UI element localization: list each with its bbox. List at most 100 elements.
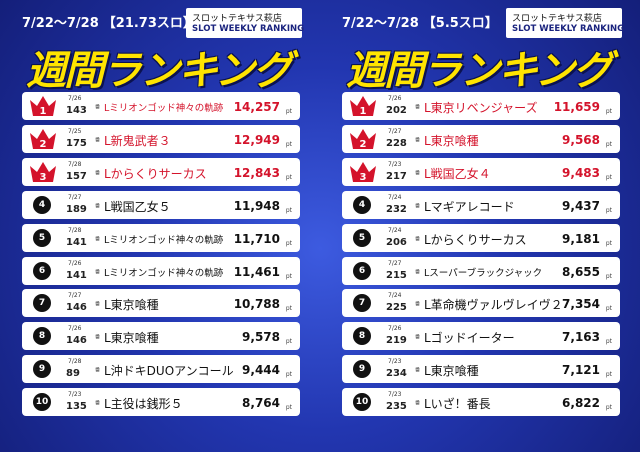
ranking-row: 2 7/25 175 番 L新鬼武者３ 12,949 pt	[22, 124, 300, 153]
machine-label: 番	[414, 202, 420, 208]
rank: 5	[353, 228, 371, 247]
date: 7/23	[388, 160, 402, 168]
machine-name: L新鬼武者３	[104, 133, 171, 148]
machine-number: 157	[66, 170, 87, 182]
machine-number: 215	[386, 269, 407, 281]
machine-name: L戦国乙女５	[104, 199, 171, 214]
unit: pt	[605, 239, 612, 247]
unit: pt	[285, 272, 292, 280]
store-name: スロットテキサス萩店	[512, 14, 602, 24]
machine-name: Lマギアレコード	[424, 199, 515, 214]
score: 9,483	[562, 165, 600, 180]
ranking-row: 10 7/23 235 番 Lいざ！番長 6,822 pt	[342, 388, 620, 417]
machine-number: 225	[386, 302, 407, 314]
date: 7/27	[68, 292, 82, 300]
machine-number: 234	[386, 368, 407, 380]
machine-number: 206	[386, 236, 407, 248]
ranking-row: 6 7/26 141 番 Lミリオンゴッド神々の軌跡 11,461 pt	[22, 256, 300, 285]
score: 8,655	[562, 264, 600, 279]
machine-label: 番	[94, 235, 100, 241]
machine-name: L東京喰種	[424, 364, 479, 379]
date: 7/26	[68, 259, 82, 267]
ranking-row: 3 7/28 157 番 Lからくりサーカス 12,843 pt	[22, 157, 300, 186]
rank: 4	[353, 195, 371, 214]
rank: 10	[33, 393, 51, 412]
date: 7/26	[68, 95, 82, 102]
unit: pt	[605, 108, 612, 115]
rank: 4	[33, 195, 51, 214]
ranking-row: 7 7/24 225 番 L革命機ヴァルヴレイヴ２ 7,354 pt	[342, 289, 620, 318]
rank: 8	[33, 327, 51, 346]
unit: pt	[605, 140, 612, 148]
machine-number: 141	[66, 269, 87, 281]
period-header: 7/22～7/28 【5.5スロ】	[342, 12, 498, 31]
score: 11,710	[233, 231, 280, 246]
unit: pt	[605, 338, 612, 346]
store-box: スロットテキサス萩店 SLOT WEEKLY RANKING	[506, 8, 625, 38]
unit: pt	[285, 305, 292, 313]
rank: 10	[353, 393, 371, 412]
title: 週間ランキング	[26, 48, 293, 94]
machine-name: L東京喰種	[104, 331, 159, 346]
score: 10,788	[233, 297, 280, 312]
machine-number: 217	[386, 170, 407, 182]
rank: 2	[40, 139, 47, 150]
machine-label: 番	[414, 104, 420, 109]
machine-number: 135	[66, 401, 87, 413]
title: 週間ランキング	[346, 48, 613, 94]
crown-icon: 1	[30, 96, 56, 117]
machine-number: 146	[66, 302, 87, 314]
date: 7/27	[388, 127, 402, 135]
ranking-row: 4 7/24 232 番 Lマギアレコード 9,437 pt	[342, 190, 620, 219]
machine-number: 175	[66, 137, 87, 149]
rank: 1	[360, 106, 367, 117]
machine-label: 番	[94, 169, 100, 175]
score: 9,444	[242, 363, 280, 378]
rank: 1	[40, 106, 47, 117]
crown-icon: 2	[350, 128, 376, 150]
crown-icon: 3	[30, 161, 56, 183]
rank: 6	[33, 261, 51, 280]
ranking-row: 4 7/27 189 番 L戦国乙女５ 11,948 pt	[22, 190, 300, 219]
ranking-row: 3 7/23 217 番 L戦国乙女４ 9,483 pt	[342, 157, 620, 186]
machine-label: 番	[414, 169, 420, 175]
score: 6,822	[562, 396, 600, 411]
machine-label: 番	[94, 334, 100, 340]
date: 7/28	[68, 358, 82, 366]
rank: 5	[33, 228, 51, 247]
ranking-row: 5 7/28 141 番 Lミリオンゴッド神々の軌跡 11,710 pt	[22, 223, 300, 252]
rate: 【5.5スロ】	[422, 16, 498, 31]
date: 7/23	[68, 391, 82, 399]
machine-name: L東京喰種	[424, 133, 479, 148]
ranking-row: 9 7/28 89 番 L沖ドキDUOアンコール 9,444 pt	[22, 355, 300, 384]
crown-icon: 2	[30, 128, 56, 150]
unit: pt	[605, 173, 612, 181]
machine-label: 番	[94, 104, 100, 109]
machine-name: Lからくりサーカス	[424, 232, 527, 247]
score: 7,354	[562, 297, 600, 312]
machine-number: 143	[66, 105, 87, 116]
date: 7/24	[388, 226, 402, 234]
crown-icon: 1	[350, 96, 376, 117]
subtitle: SLOT WEEKLY RANKING	[512, 24, 625, 34]
ranking-row: 9 7/23 234 番 L東京喰種 7,121 pt	[342, 355, 620, 384]
machine-name: L東京喰種	[104, 298, 159, 313]
unit: pt	[285, 371, 292, 379]
machine-number: 141	[66, 236, 87, 248]
machine-label: 番	[414, 400, 420, 406]
score: 11,948	[233, 198, 280, 213]
unit: pt	[605, 404, 612, 412]
machine-label: 番	[414, 136, 420, 142]
machine-label: 番	[94, 136, 100, 142]
date: 7/26	[68, 325, 82, 333]
date: 7/28	[68, 226, 82, 234]
unit: pt	[605, 305, 612, 313]
score: 9,437	[562, 198, 600, 213]
date: 7/24	[388, 193, 402, 201]
rank: 3	[40, 172, 47, 183]
machine-name: L革命機ヴァルヴレイヴ２	[424, 298, 563, 313]
score: 11,659	[553, 100, 600, 114]
date: 7/23	[388, 391, 402, 399]
machine-name: Lミリオンゴッド神々の軌跡	[104, 103, 224, 114]
rank: 3	[360, 172, 367, 183]
